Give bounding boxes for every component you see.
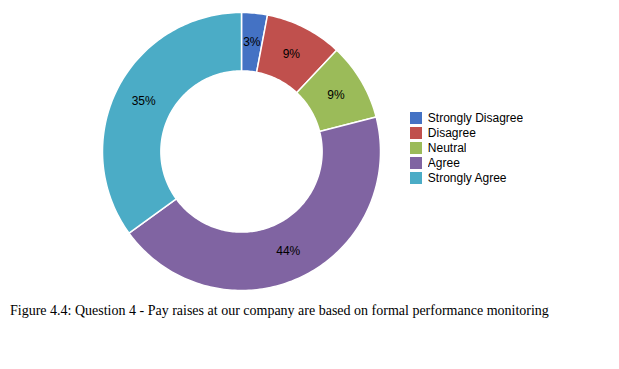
svg-text:3%: 3%	[243, 35, 261, 49]
html-text:Figure 4.4: Question 4 - Pay r: Figure 4.4: Question 4 - Pay raises at o…	[10, 303, 549, 318]
html-text:Strongly Disagree: Strongly Disagree	[427, 110, 524, 125]
svg-text:9%: 9%	[282, 46, 300, 60]
html-text:Disagree: Disagree	[427, 125, 476, 140]
svg-text:35%: 35%	[131, 94, 155, 108]
svg-text:44%: 44%	[276, 244, 300, 258]
html-text:Agree: Agree	[427, 155, 460, 170]
svg-text:9%: 9%	[327, 88, 345, 102]
html-text:Strongly Agree: Strongly Agree	[427, 170, 507, 185]
html-text:Neutral: Neutral	[427, 140, 467, 155]
